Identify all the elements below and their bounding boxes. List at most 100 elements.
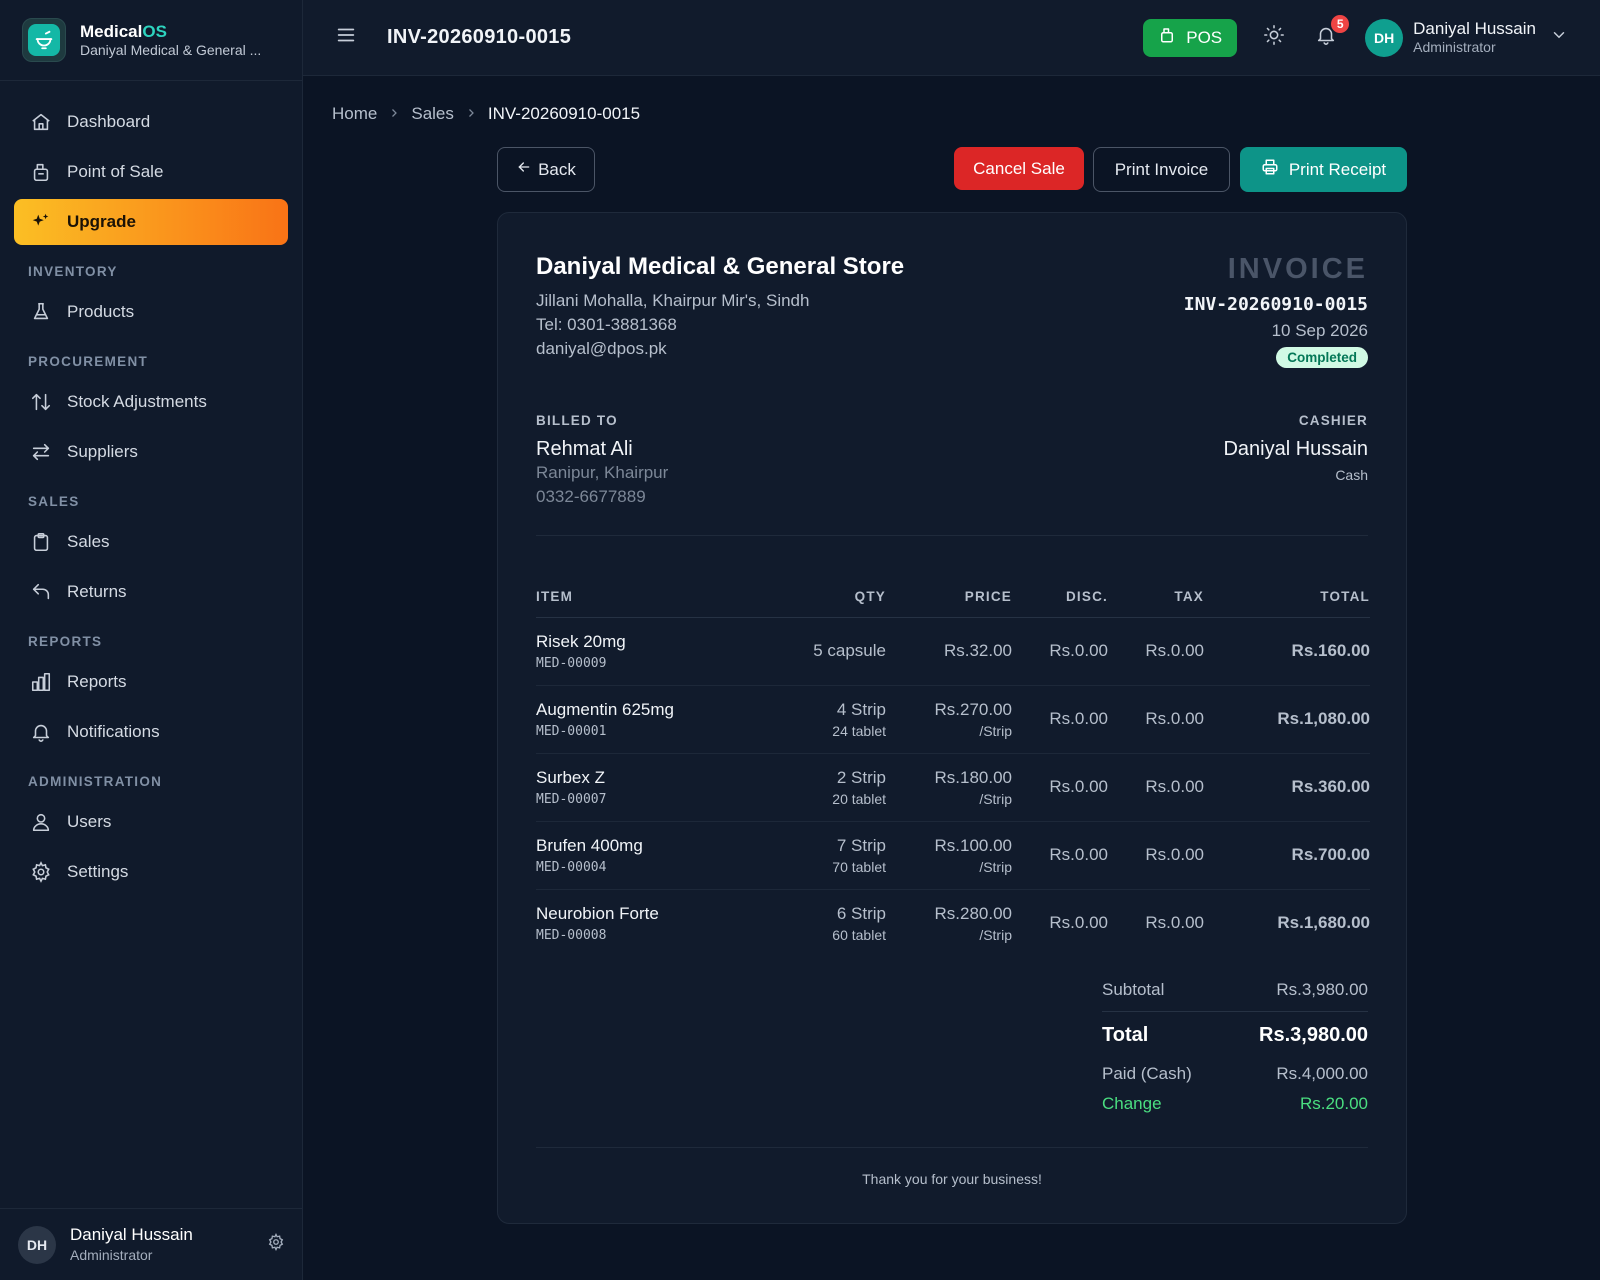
breadcrumb: Home Sales INV-20260910-0015 — [332, 104, 640, 124]
column-header-qty: QTY — [786, 577, 886, 618]
theme-toggle[interactable] — [1257, 21, 1291, 55]
item-total: Rs.700.00 — [1204, 821, 1370, 890]
item-name: Brufen 400mg — [536, 835, 643, 855]
change-value: Rs.20.00 — [1299, 1094, 1368, 1113]
notification-count-badge: 5 — [1329, 12, 1352, 35]
total-label: Total — [1102, 1024, 1149, 1046]
brand-store: Daniyal Medical & General ... — [80, 41, 262, 58]
pos-button[interactable]: POS — [1143, 18, 1238, 57]
item-qty-units: 24 tablet — [832, 722, 886, 739]
billed-to: BILLED TO Rehmat Ali Ranipur, Khairpur 0… — [536, 413, 668, 509]
item-name: Neurobion Forte — [536, 903, 659, 923]
thank-you-note: Thank you for your business! — [862, 1171, 1042, 1187]
gear-icon — [30, 861, 52, 883]
item-qty: 5 capsule — [813, 641, 886, 660]
item-code: MED-00004 — [536, 859, 607, 875]
table-row: Neurobion Forte MED-00008 6 Strip 60 tablet… — [536, 889, 1370, 957]
sidebar-item-label: Products — [67, 302, 135, 321]
invoice-date: 10 Sep 2026 — [1271, 321, 1368, 340]
item-price: Rs.280.00 — [934, 903, 1013, 923]
sidebar-item-returns[interactable]: Returns — [14, 569, 288, 615]
sidebar-item-users[interactable]: Users — [14, 799, 288, 845]
store-email: daniyal@dpos.pk — [536, 339, 667, 358]
column-header-item: ITEM — [536, 577, 786, 618]
print-receipt-button[interactable]: Print Receipt — [1240, 147, 1407, 192]
item-price: Rs.180.00 — [934, 767, 1013, 787]
item-discount: Rs.0.00 — [1049, 913, 1108, 933]
settings-gear-icon[interactable] — [267, 1232, 285, 1256]
sun-icon — [1263, 24, 1285, 51]
store-name: Daniyal Medical & General Store — [536, 253, 905, 280]
sidebar-item-reports[interactable]: Reports — [14, 659, 288, 705]
section-sales: SALES — [28, 494, 80, 509]
sidebar-item-settings[interactable]: Settings — [14, 849, 288, 895]
sidebar-item-label: Settings — [67, 862, 129, 881]
item-price-unit: /Strip — [979, 722, 1012, 739]
page-title: INV-20260910-0015 — [387, 26, 572, 48]
paid-row: Paid (Cash) Rs.4,000.00 — [1102, 1059, 1368, 1089]
chevron-right-icon — [465, 104, 477, 124]
print-invoice-button[interactable]: Print Invoice — [1093, 147, 1230, 192]
cashier-info: CASHIER Daniyal Hussain Cash — [1223, 413, 1368, 483]
sidebar-item-point-of-sale[interactable]: Point of Sale — [14, 149, 288, 195]
change-row: Change Rs.20.00 — [1102, 1089, 1368, 1119]
invoice-toolbar: Back Cancel Sale Print Invoice Print Rec… — [497, 147, 1407, 192]
table-row: Augmentin 625mg MED-00001 4 Strip 24 tablet… — [536, 685, 1370, 754]
store-phone: Tel: 0301-3881368 — [536, 315, 677, 334]
brand[interactable]: MedicalOS Daniyal Medical & General ... — [0, 0, 302, 81]
cashier-label: CASHIER — [1298, 413, 1368, 428]
breadcrumb-sales[interactable]: Sales — [411, 104, 454, 123]
sidebar-item-label: Suppliers — [67, 442, 138, 461]
customer-phone: 0332-6677889 — [536, 487, 646, 506]
subtotal-row: Subtotal Rs.3,980.00 — [1102, 975, 1368, 1005]
logo-icon — [22, 18, 66, 62]
sidebar-user-role: Administrator — [70, 1247, 153, 1264]
sidebar-item-label: Stock Adjustments — [67, 392, 207, 411]
user-menu[interactable]: Daniyal Hussain Administrator — [1413, 18, 1536, 57]
sidebar-item-label: Dashboard — [67, 112, 151, 131]
item-qty-units: 60 tablet — [832, 926, 886, 943]
item-discount: Rs.0.00 — [1012, 821, 1108, 890]
total-row: Total Rs.3,980.00 — [1102, 1011, 1368, 1059]
avatar[interactable]: DH — [1365, 18, 1404, 57]
item-total: Rs.160.00 — [1204, 617, 1370, 686]
status-badge: Completed — [1276, 347, 1368, 368]
divider — [536, 535, 1368, 536]
chevron-down-icon[interactable] — [1550, 26, 1568, 49]
sidebar-item-products[interactable]: Products — [14, 289, 288, 335]
invoice-number: INV-20260910-0015 — [1183, 294, 1368, 315]
sidebar-item-suppliers[interactable]: Suppliers — [14, 429, 288, 475]
cancel-sale-button[interactable]: Cancel Sale — [954, 147, 1084, 190]
breadcrumb-home[interactable]: Home — [332, 104, 378, 123]
undo-icon — [30, 581, 52, 603]
item-tax: Rs.0.00 — [1108, 753, 1204, 822]
item-total: Rs.360.00 — [1204, 753, 1370, 822]
item-price: Rs.32.00 — [943, 641, 1012, 660]
sidebar-item-label: Sales — [67, 532, 110, 551]
paid-value: Rs.4,000.00 — [1276, 1064, 1368, 1083]
sidebar-item-sales[interactable]: Sales — [14, 519, 288, 565]
sidebar-item-notifications[interactable]: Notifications — [14, 709, 288, 755]
sidebar-item-label: Returns — [67, 582, 127, 601]
column-header-disc: DISC. — [1012, 577, 1108, 618]
sidebar-item-stock-adjustments[interactable]: Stock Adjustments — [14, 379, 288, 425]
store-address: Jillani Mohalla, Khairpur Mir's, Sindh — [536, 291, 810, 310]
total-value: Rs.3,980.00 — [1259, 1024, 1368, 1046]
sidebar-item-dashboard[interactable]: Dashboard — [14, 99, 288, 145]
item-discount: Rs.0.00 — [1012, 685, 1108, 754]
subtotal-label: Subtotal — [1102, 980, 1165, 999]
user-role: Administrator — [1413, 39, 1496, 56]
invoice-label: INVOICE — [1227, 253, 1368, 285]
notifications-button[interactable]: 5 — [1309, 12, 1352, 55]
menu-icon[interactable] — [335, 24, 357, 51]
clipboard-icon — [30, 531, 52, 553]
bell-icon — [1315, 24, 1337, 51]
avatar[interactable]: DH — [18, 1225, 56, 1264]
item-total: Rs.1,680.00 — [1277, 913, 1370, 933]
column-header-tax: TAX — [1108, 577, 1204, 618]
sidebar-item-upgrade[interactable]: Upgrade — [14, 199, 288, 245]
home-icon — [30, 111, 52, 133]
back-button[interactable]: Back — [497, 147, 595, 192]
section-inventory: INVENTORY — [28, 264, 118, 279]
sidebar-user-name: Daniyal Hussain — [70, 1225, 193, 1245]
